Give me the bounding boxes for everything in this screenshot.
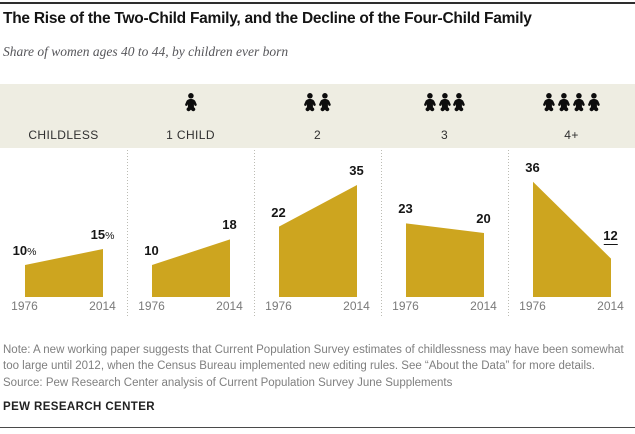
year-label-end: 2014 (216, 299, 243, 313)
panel-axis: 1976 2014 (127, 297, 254, 318)
value-label-start: 36 (525, 159, 540, 175)
category-label: CHILDLESS (28, 128, 99, 142)
baby-icons (508, 93, 635, 113)
year-label-start: 1976 (519, 299, 546, 313)
value-label-end: 15% (90, 226, 115, 242)
brand-footer: PEW RESEARCH CENTER (3, 401, 156, 413)
year-label-start: 1976 (11, 299, 38, 313)
year-label-start: 1976 (138, 299, 165, 313)
area-shape (532, 181, 611, 297)
chart-panels: CHILDLESS 10% 15% 1976 2014 1 CHILD 10 1… (0, 84, 635, 318)
year-label-end: 2014 (470, 299, 497, 313)
baby-icon (423, 93, 436, 112)
baby-icons (0, 93, 127, 113)
area-shape (151, 239, 230, 297)
year-label-start: 1976 (392, 299, 419, 313)
year-label-start: 1976 (265, 299, 292, 313)
value-label-end: 35 (349, 163, 364, 178)
panel-plot: 23 20 (381, 148, 508, 297)
category-header: 3 (381, 84, 508, 148)
year-label-end: 2014 (597, 299, 624, 313)
percent-sign: % (27, 245, 37, 258)
note-text: Note: A new working paper suggests that … (3, 344, 624, 372)
chart-panel: 1 CHILD 10 18 1976 2014 (127, 84, 255, 318)
baby-icon (558, 93, 570, 112)
chart-panel: 4+ 36 12 1976 2014 (508, 84, 635, 318)
area-shape (278, 185, 357, 297)
baby-icon (184, 93, 197, 112)
baby-icon (319, 93, 331, 112)
category-label: 1 CHILD (166, 128, 215, 142)
panel-plot: 10 18 (127, 148, 254, 297)
baby-icons (127, 93, 254, 113)
value-label-end: 12 (603, 227, 618, 245)
value-label-start: 10 (144, 243, 159, 258)
chart-title: The Rise of the Two-Child Family, and th… (3, 10, 532, 27)
value-label-start: 10% (12, 242, 37, 258)
panel-axis: 1976 2014 (254, 297, 381, 318)
panel-plot: 22 35 (254, 148, 381, 297)
baby-icon (543, 93, 556, 112)
panel-plot: 10% 15% (0, 148, 127, 297)
baby-icons (254, 93, 381, 113)
chart-panel: CHILDLESS 10% 15% 1976 2014 (0, 84, 128, 318)
baby-icon (304, 93, 316, 112)
baby-icons (381, 93, 508, 113)
year-label-end: 2014 (343, 299, 370, 313)
baby-icon (587, 93, 600, 112)
area-shape (24, 249, 103, 297)
value-label-start: 23 (398, 201, 413, 217)
baby-icon (438, 93, 451, 112)
percent-sign: % (105, 229, 115, 242)
bottom-rule (0, 427, 635, 428)
value-label-start: 22 (271, 204, 286, 220)
chart-panel: 2 22 35 1976 2014 (254, 84, 382, 318)
category-label: 3 (440, 128, 449, 142)
category-header: 4+ (508, 84, 635, 148)
area-shape (405, 223, 484, 297)
category-header: 1 CHILD (127, 84, 254, 148)
year-label-end: 2014 (89, 299, 116, 313)
baby-icon (453, 93, 466, 112)
value-label-end: 20 (476, 211, 491, 226)
chart-panel: 3 23 20 1976 2014 (381, 84, 509, 318)
category-header: CHILDLESS (0, 84, 127, 148)
source-text: Source: Pew Research Center analysis of … (3, 377, 453, 389)
category-label: 2 (313, 128, 322, 142)
panel-axis: 1976 2014 (0, 297, 127, 318)
category-header: 2 (254, 84, 381, 148)
panel-plot: 36 12 (508, 148, 635, 297)
panel-axis: 1976 2014 (508, 297, 635, 318)
baby-icon (573, 93, 585, 112)
top-rule (0, 2, 635, 4)
chart-subtitle: Share of women ages 40 to 44, by childre… (3, 44, 289, 59)
panel-axis: 1976 2014 (381, 297, 508, 318)
value-label-end: 18 (222, 217, 237, 233)
category-label: 4+ (564, 128, 579, 142)
